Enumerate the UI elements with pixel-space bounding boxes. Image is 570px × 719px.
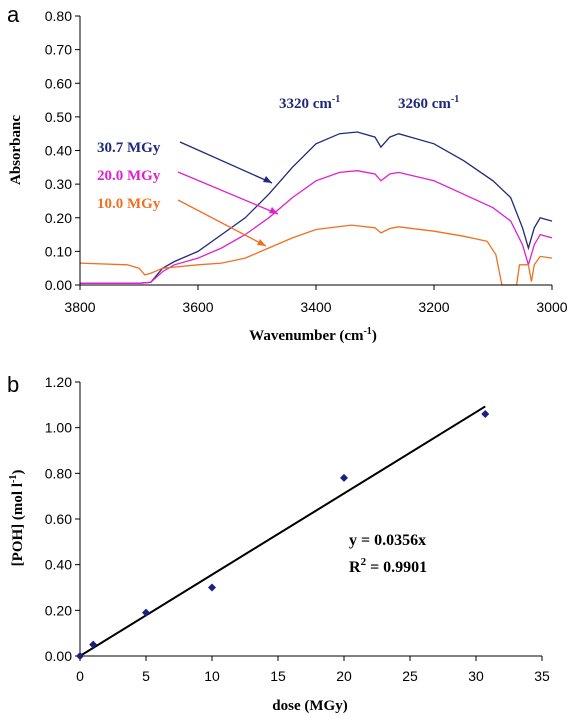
chart-b-x-tick-label: 0 — [76, 668, 84, 684]
chart-b-y-tick-label: 0.80 — [45, 465, 72, 481]
arrow-head-30-7 — [263, 176, 272, 183]
chart-b-x-tick-label: 20 — [336, 668, 352, 684]
data-point — [142, 608, 150, 617]
chart-b-y-tick-label: 0.40 — [45, 557, 72, 573]
series-label-20-0: 20.0 MGy — [97, 168, 161, 184]
data-point — [481, 409, 490, 418]
chart-b-y-tick-label: 0.20 — [45, 602, 72, 618]
chart-b: 0.00 0.20 0.40 0.60 0.80 1.00 1.20 0 5 10 15 20 25 30… — [45, 374, 550, 684]
chart-b-x-tick-label: 30 — [468, 668, 484, 684]
arrow-head-10-0 — [257, 239, 266, 246]
chart-a-y-tick-label: 0.50 — [45, 109, 72, 125]
arrow-20-0 — [177, 171, 279, 215]
trendline-equation: y = 0.0356x — [349, 532, 426, 549]
chart-b-y-tick-label: 1.00 — [45, 420, 72, 436]
chart-a-y-tick-label: 0.70 — [45, 42, 72, 58]
chart-a-y-tick-label: 0.10 — [45, 243, 72, 259]
chart-b-y-tick-label: 1.20 — [45, 374, 72, 390]
chart-b-x-tick-label: 10 — [204, 668, 220, 684]
series-label-10-0: 10.0 MGy — [97, 196, 161, 212]
panel-a-label: a — [7, 2, 20, 27]
chart-a-x-tick-label: 3600 — [182, 299, 213, 315]
series-line-0 — [80, 131, 553, 284]
data-point — [89, 640, 98, 649]
data-point — [340, 473, 348, 482]
series-label-30-7: 30.7 MGy — [97, 140, 161, 156]
chart-b-x-tick-label: 5 — [142, 668, 150, 684]
chart-a-y-tick-label: 0.00 — [45, 277, 72, 293]
panel-b-label: b — [7, 372, 19, 397]
peak-annotation-3320: 3320 cm-1 — [279, 94, 340, 112]
chart-a-y-axis-title: Absorbanc — [8, 115, 24, 185]
chart-a-x-tick-label: 3800 — [64, 299, 95, 315]
chart-b-x-tick-label: 15 — [270, 668, 286, 684]
chart-b-y-tick-label: 0.00 — [45, 648, 72, 664]
chart-b-x-tick-label: 35 — [534, 668, 550, 684]
data-point — [76, 652, 84, 660]
peak-annotation-3260: 3260 cm-1 — [398, 94, 459, 112]
chart-b-y-axis-title: [POH] (mol l-1) — [8, 470, 26, 567]
chart-a-y-tick-label: 0.20 — [45, 210, 72, 226]
chart-a-x-tick-label: 3200 — [418, 299, 449, 315]
chart-a-y-tick-label: 0.80 — [45, 8, 72, 24]
arrow-10-0 — [177, 199, 267, 247]
series-line-2 — [79, 224, 553, 286]
data-point — [208, 583, 216, 592]
chart-a-y-tick-label: 0.60 — [45, 75, 72, 91]
arrow-30-7 — [179, 141, 273, 184]
chart-b-x-tick-label: 25 — [402, 668, 418, 684]
series-line-1 — [80, 170, 553, 284]
arrow-head-20-0 — [269, 207, 278, 214]
chart-a-x-axis-title: Wavenumber (cm-1) — [249, 326, 377, 344]
chart-a-y-tick-label: 0.40 — [45, 143, 72, 159]
chart-a: 0.00 0.10 0.20 0.30 0.40 0.50 0.60 0.70 0.80 3800… — [45, 8, 568, 315]
r-squared: R2 = 0.9901 — [349, 556, 427, 576]
chart-a-y-tick-label: 0.30 — [45, 176, 72, 192]
chart-b-y-tick-label: 0.60 — [45, 511, 72, 527]
chart-a-x-tick-label: 3400 — [300, 299, 331, 315]
chart-b-x-axis-title: dose (MGy) — [272, 698, 347, 714]
chart-a-x-tick-label: 3000 — [536, 299, 567, 315]
